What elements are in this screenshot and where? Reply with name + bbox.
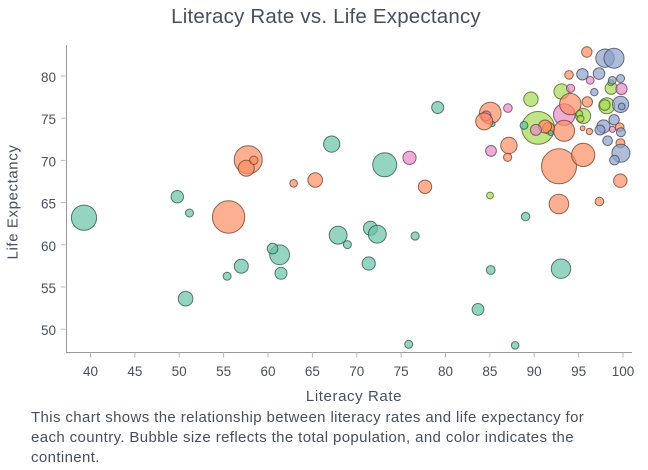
svg-text:100: 100	[612, 364, 635, 379]
svg-text:Literacy Rate: Literacy Rate	[306, 388, 402, 405]
svg-text:60: 60	[260, 364, 275, 379]
svg-text:65: 65	[305, 364, 320, 379]
svg-text:70: 70	[41, 154, 56, 169]
svg-text:continent.: continent.	[31, 449, 100, 466]
svg-text:75: 75	[41, 112, 56, 127]
svg-text:60: 60	[41, 239, 56, 254]
svg-text:85: 85	[482, 364, 497, 379]
svg-text:Life Expectancy: Life Expectancy	[5, 145, 22, 260]
svg-text:55: 55	[41, 281, 56, 296]
svg-text:55: 55	[216, 364, 231, 379]
svg-text:70: 70	[349, 364, 364, 379]
svg-text:90: 90	[527, 364, 542, 379]
svg-text:65: 65	[41, 197, 56, 212]
svg-text:40: 40	[83, 364, 98, 379]
svg-text:75: 75	[394, 364, 409, 379]
svg-text:80: 80	[41, 70, 56, 85]
svg-text:50: 50	[172, 364, 187, 379]
svg-text:This chart shows the relations: This chart shows the relationship betwee…	[31, 409, 584, 426]
svg-text:50: 50	[41, 323, 56, 338]
svg-text:80: 80	[438, 364, 453, 379]
svg-text:each country. Bubble size refl: each country. Bubble size reflects the t…	[31, 429, 574, 446]
svg-text:Literacy Rate vs. Life Expecta: Literacy Rate vs. Life Expectancy	[171, 5, 481, 28]
svg-text:45: 45	[127, 364, 142, 379]
svg-text:95: 95	[571, 364, 586, 379]
